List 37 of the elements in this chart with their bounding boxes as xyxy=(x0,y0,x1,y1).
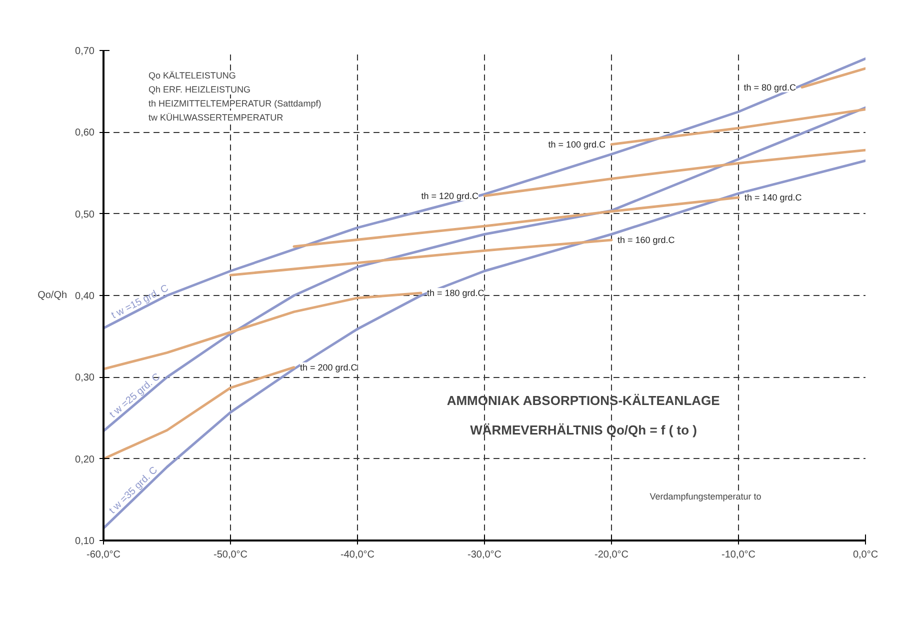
text: t w =25 grd. C xyxy=(108,372,163,420)
y-tick-label: 0,30 xyxy=(75,372,95,384)
y-tick-label: 0,40 xyxy=(75,291,95,302)
x-tick-label: -50,0°C xyxy=(213,550,248,560)
y-tick-label: 0,60 xyxy=(75,128,95,139)
y-tick-label: 0,70 xyxy=(75,46,95,57)
x-tick-label: -30,0°C xyxy=(467,550,502,560)
series-label: th = 200 grd.C xyxy=(300,362,358,372)
x-tick-label: -60,0°C xyxy=(86,550,121,560)
line-series xyxy=(104,292,422,370)
text: t w =35 grd. C xyxy=(107,464,160,516)
text: WÄRMEVERHÄLTNIS Qo/Qh = f ( to ) xyxy=(470,422,698,438)
annotation: Qh ERF. HEIZLEISTUNG xyxy=(148,84,251,94)
line-series xyxy=(229,238,613,276)
y-tick-label: 0,10 xyxy=(75,536,95,547)
series-label: th = 180 grd.C xyxy=(427,288,485,298)
line-series xyxy=(104,160,866,530)
x-tick-label: -10,0°C xyxy=(721,550,756,560)
y-tick-label: 0,20 xyxy=(75,454,95,466)
line-series xyxy=(104,366,296,460)
series-label: th = 80 grd.C xyxy=(744,82,796,92)
series-label: th = 140 grd.C xyxy=(744,192,802,202)
annotation: tw KÜHLWASSERTEMPERATUR xyxy=(148,112,284,122)
x-tick-label: 0,0°C xyxy=(852,550,878,560)
x-tick-label: -20,0°C xyxy=(594,550,629,560)
series-label: th = 100 grd.C xyxy=(548,139,606,150)
y-axis-title: Qo/Qh xyxy=(38,290,68,301)
x-axis-title: Verdampfungstemperatur to xyxy=(650,491,762,502)
series-label: th = 160 grd.C xyxy=(618,234,676,245)
text: AMMONIAK ABSORPTIONS-KÄLTEANLAGE xyxy=(446,393,720,408)
y-tick-label: 0,50 xyxy=(75,209,95,220)
annotation: th HEIZMITTELTEMPERATUR (Sattdampf) xyxy=(148,98,322,108)
text: t w =15 grd. C xyxy=(110,282,170,322)
annotation: Qo KÄLTELEISTUNG xyxy=(148,70,236,80)
line-series xyxy=(104,57,866,330)
x-tick-label: -40,0°C xyxy=(340,550,375,560)
series-label: th = 120 grd.C xyxy=(421,190,479,201)
